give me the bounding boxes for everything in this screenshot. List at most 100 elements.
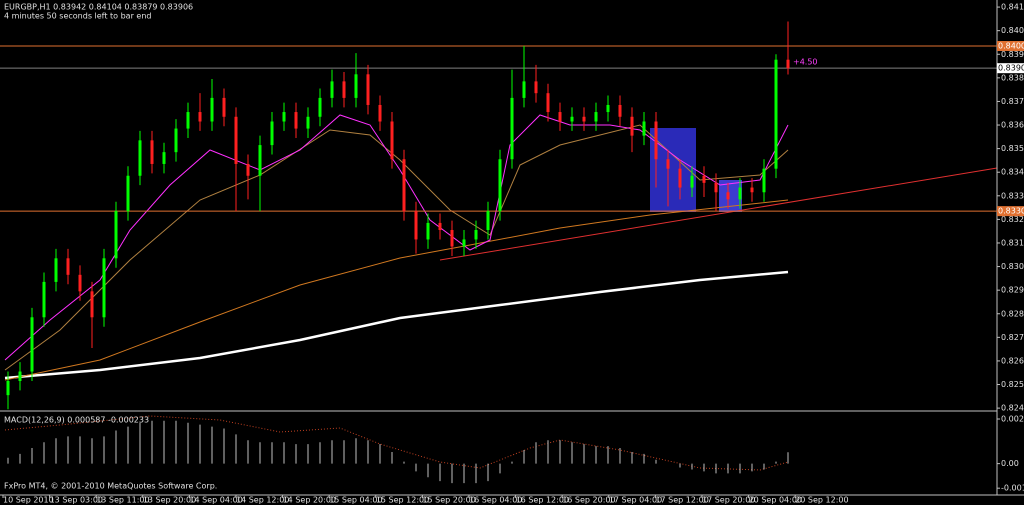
footer: FxPro MT4, © 2001-2010 MetaQuotes Softwa… [4, 482, 217, 491]
y-tick-label: 0.84065 [1001, 26, 1024, 35]
x-tick-label: 13 Sep 03:00 [50, 496, 103, 505]
x-tick-label: 15 Sep 12:00 [376, 496, 429, 505]
candle-body [606, 104, 610, 113]
level-box [997, 41, 1024, 52]
y-tick-label: 0.83765 [1001, 97, 1024, 106]
candle-body [714, 182, 718, 193]
ma-line [4, 199, 789, 381]
candle-body [162, 152, 166, 164]
candle-body [642, 121, 646, 136]
level-box [997, 206, 1024, 217]
x-tick-label: 16 Sep 04:00 [469, 496, 522, 505]
candle-body [582, 116, 586, 122]
candle-body [750, 187, 754, 193]
zone-box [719, 180, 742, 212]
subtitle: 4 minutes 50 seconds left to bar end [4, 12, 151, 21]
candle-body [450, 230, 454, 247]
candle-body [90, 291, 94, 318]
candle-body [138, 140, 142, 176]
candle-body [102, 258, 106, 318]
y-tick-label: 0.83265 [1001, 215, 1024, 224]
x-tick-label: 15 Sep 20:00 [422, 496, 475, 505]
candle-body [246, 163, 250, 176]
x-tick-label: 13 Sep 20:00 [143, 496, 196, 505]
ma-line [4, 270, 789, 380]
level-box [997, 63, 1024, 74]
candle-body [510, 97, 514, 160]
indicators [4, 114, 998, 471]
candle-body [366, 74, 370, 105]
candle-body [498, 159, 502, 212]
y-tick-label: 0.84165 [1001, 3, 1024, 12]
y-tick-label: 0.82765 [1001, 333, 1024, 342]
candle-body [738, 187, 742, 200]
candle-body [150, 140, 154, 164]
y-tick-label: 0.83965 [1001, 50, 1024, 59]
y-tick-label: 0.82965 [1001, 286, 1024, 295]
candle-body [30, 317, 34, 372]
candle-body [6, 380, 10, 396]
candle-body [426, 222, 430, 240]
candle-body [306, 116, 310, 129]
candle-body [474, 230, 478, 240]
candle-body [330, 81, 334, 98]
trend-line [439, 167, 998, 261]
candle-body [186, 112, 190, 129]
candle-body [462, 239, 466, 247]
candle-body [18, 371, 22, 381]
x-tick-label: 17 Sep 04:00 [609, 496, 662, 505]
x-tick-label: 10 Sep 2010 [3, 496, 54, 505]
candle-body [534, 81, 538, 94]
candle-body [198, 112, 202, 122]
candle-body [438, 222, 442, 231]
candle-body [66, 258, 70, 275]
candle-body [222, 97, 226, 117]
y-tick-label: 0.82465 [1001, 404, 1024, 413]
candle-body [702, 175, 706, 183]
x-tick-label: 16 Sep 20:00 [562, 496, 615, 505]
candle-body [630, 116, 634, 136]
y-tick-label: 0.83165 [1001, 238, 1024, 247]
x-tick-label: 14 Sep 12:00 [236, 496, 289, 505]
candle-body [210, 97, 214, 122]
candle-body [774, 59, 778, 169]
y-tick-label: 0.00229 [1001, 415, 1024, 424]
x-tick-label: 15 Sep 04:00 [329, 496, 382, 505]
candle-body [378, 104, 382, 122]
candle-body [786, 59, 790, 69]
annotation: +4.50 [793, 58, 818, 67]
x-tick-label: 16 Sep 12:00 [516, 496, 569, 505]
candle-body [618, 104, 622, 117]
candle-body [762, 168, 766, 193]
ma-line [4, 114, 789, 361]
candle-body [258, 145, 262, 176]
candle-body [114, 211, 118, 259]
candle-body [594, 112, 598, 122]
candle-body [522, 81, 526, 98]
x-tick-label: 13 Sep 11:00 [96, 496, 149, 505]
candle-body [78, 274, 82, 292]
zone-box [650, 128, 696, 212]
candle-body [654, 121, 658, 160]
chart-title: EURGBP,H1 0.83942 0.84104 0.83879 0.8390… [4, 3, 193, 12]
x-tick-label: 20 Sep 04:00 [749, 496, 802, 505]
candle-body [342, 81, 346, 98]
candle-body [282, 112, 286, 122]
y-tick-label: 0.82565 [1001, 380, 1024, 389]
candle-body [690, 175, 694, 188]
y-tick-label: 0.83065 [1001, 262, 1024, 271]
candle-body [486, 211, 490, 231]
candle-body [174, 128, 178, 153]
x-tick-label: 14 Sep 20:00 [283, 496, 336, 505]
x-tick-label: 20 Sep 12:00 [795, 496, 848, 505]
macd-label: MACD(12,26,9) 0.000587 -0.000233 [4, 416, 149, 425]
candle-body [402, 159, 406, 212]
candle-body [546, 93, 550, 113]
candle-body [414, 211, 418, 240]
candle-body [54, 258, 58, 282]
y-tick-label: 0.82865 [1001, 309, 1024, 318]
candle-body [318, 97, 322, 117]
y-tick-label: 0.00 [1001, 459, 1019, 468]
candle-body [42, 281, 46, 318]
